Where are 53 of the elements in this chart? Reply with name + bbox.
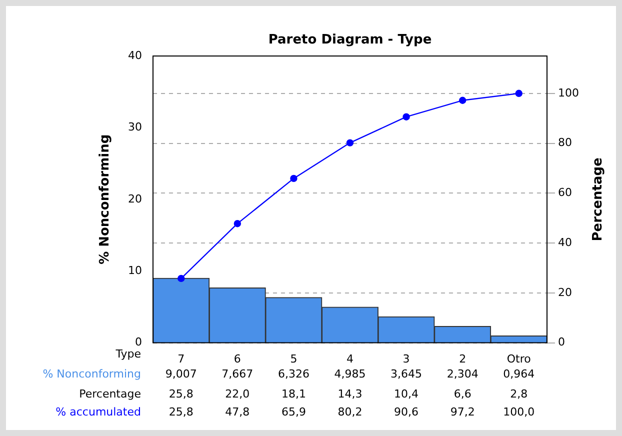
point (515, 90, 522, 98)
point (458, 96, 466, 104)
data-label: 80,2 (338, 406, 362, 419)
data-label: 3,645 (390, 368, 422, 381)
x-tick-label: 7 (178, 352, 185, 366)
y-tick-label: 30 (128, 120, 142, 134)
data-label: 90,6 (394, 406, 419, 419)
x-tick-label: 5 (290, 352, 298, 366)
data-label: 7,667 (222, 368, 254, 381)
data-label: 9,007 (165, 368, 197, 381)
x-tick-label: 4 (346, 352, 354, 366)
y2-tick-label: 60 (558, 186, 572, 200)
text: 25,8 (168, 388, 194, 401)
data-label: 6,326 (278, 368, 310, 381)
y-tick-label: 10 (128, 264, 142, 277)
y2-tick-label: 0 (558, 336, 566, 349)
point (178, 274, 185, 282)
text: % accumulated (56, 406, 141, 419)
y2-tick-label: 20 (558, 286, 572, 299)
y-tick-label: 0 (134, 336, 142, 349)
point (402, 113, 410, 120)
y2-axis-title: Percentage (590, 157, 606, 242)
data-label: 65,9 (281, 406, 306, 419)
y2-tick-label: 100 (558, 86, 580, 100)
x-tick-label: 3 (402, 352, 410, 366)
text: 2,8 (510, 388, 528, 401)
y2-tick-label: 80 (558, 136, 572, 150)
chart-title: Pareto Diagram - Type (268, 32, 432, 48)
data-label: 100,0 (503, 406, 535, 419)
x-tick-label: 2 (459, 352, 466, 366)
data-label: 47,8 (225, 406, 250, 419)
text: % Nonconforming (42, 368, 141, 381)
point (234, 220, 242, 228)
point (290, 174, 298, 182)
text: 6,6 (454, 388, 472, 401)
data-label: 25,8 (168, 406, 194, 419)
y-axis-title: % Nonconforming (97, 134, 112, 264)
data-label: 2,304 (446, 368, 478, 381)
data-label: 97,2 (450, 406, 475, 419)
x-tick-label: 6 (234, 352, 241, 366)
point (346, 139, 354, 146)
data-label: 4,985 (334, 368, 366, 381)
y2-tick-label: 40 (558, 236, 572, 249)
text: 22,0 (225, 388, 250, 401)
x-tick-label: Otro (506, 352, 532, 366)
y-tick-label: 40 (128, 48, 142, 62)
data-label: 0,964 (503, 368, 535, 381)
text: 18,1 (281, 388, 306, 401)
text: 14,3 (338, 388, 362, 401)
text: Percentage (79, 388, 142, 401)
text: 10,4 (394, 388, 419, 401)
x-axis-title: Type (114, 348, 142, 361)
y-tick-label: 20 (128, 192, 142, 206)
